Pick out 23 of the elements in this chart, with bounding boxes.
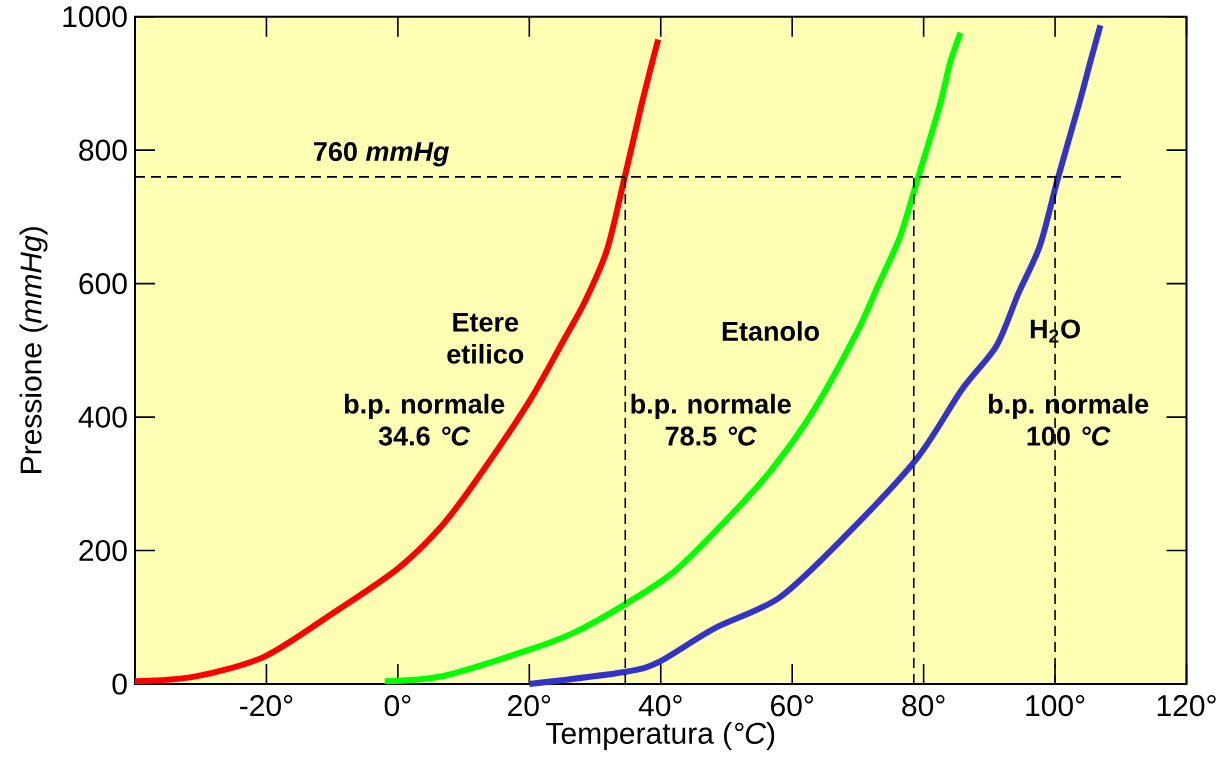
x-axis-title: Temperatura (°C) <box>546 721 775 750</box>
x-tick-label: 20° <box>508 695 551 717</box>
x-tick-label: 0° <box>384 695 411 717</box>
y-axis-title: Pressione (mmHg) <box>19 227 48 473</box>
x-tick-label: 80° <box>902 695 945 717</box>
annotation: b.p. normale 78.5 °C <box>631 393 791 446</box>
x-tick-label: 120° <box>1157 695 1216 717</box>
ref-line-label: 760 mmHg <box>314 142 449 167</box>
y-tick-label: 200 <box>79 539 127 562</box>
y-tick-label: 600 <box>79 273 127 295</box>
y-tick-label: 800 <box>79 139 127 161</box>
annotation: b.p. normale 100 °C <box>988 393 1149 446</box>
series-label: Etere etilico <box>447 312 524 364</box>
y-tick-label: 1000 <box>63 6 127 28</box>
x-tick-label: 40° <box>638 695 682 717</box>
x-tick-label: -20° <box>240 695 293 717</box>
y-tick-label: 400 <box>78 406 127 428</box>
series-label: Etanolo <box>722 321 819 341</box>
x-tick-label: 100° <box>1026 695 1085 717</box>
y-tick-label: 0 <box>112 673 127 695</box>
x-tick-label: 60° <box>771 695 814 717</box>
annotation: b.p. normale 34.6 °C <box>344 393 505 446</box>
series-label: H$_{2}$O <box>1030 319 1080 343</box>
